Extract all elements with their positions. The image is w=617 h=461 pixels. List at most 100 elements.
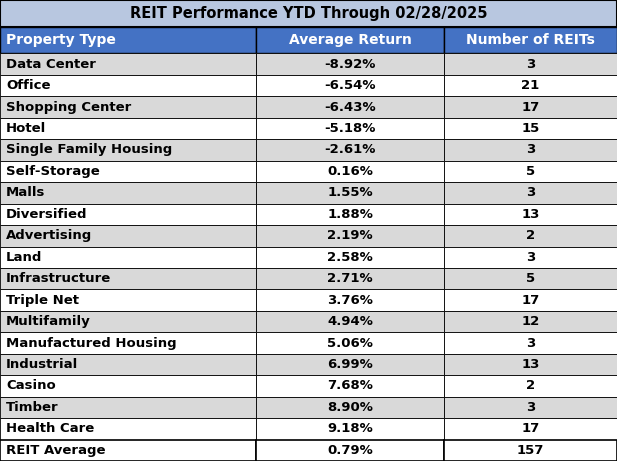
Bar: [256, 27, 444, 53]
Text: 13: 13: [521, 208, 540, 221]
Bar: [444, 53, 617, 75]
Text: -8.92%: -8.92%: [325, 58, 376, 71]
Text: 15: 15: [521, 122, 540, 135]
Text: 2: 2: [526, 379, 535, 392]
Bar: [0, 0, 617, 27]
Bar: [256, 96, 444, 118]
Text: Industrial: Industrial: [6, 358, 78, 371]
Bar: [0, 290, 256, 311]
Bar: [256, 375, 444, 396]
Bar: [256, 225, 444, 247]
Bar: [0, 75, 256, 96]
Bar: [0, 268, 256, 290]
Text: 9.18%: 9.18%: [327, 422, 373, 435]
Text: 6.99%: 6.99%: [327, 358, 373, 371]
Bar: [0, 354, 256, 375]
Text: Multifamily: Multifamily: [6, 315, 91, 328]
Text: Data Center: Data Center: [6, 58, 96, 71]
Bar: [444, 439, 617, 461]
Text: 0.16%: 0.16%: [327, 165, 373, 178]
Bar: [256, 161, 444, 182]
Text: 2.58%: 2.58%: [327, 251, 373, 264]
Text: Timber: Timber: [6, 401, 59, 414]
Bar: [0, 439, 256, 461]
Bar: [0, 118, 256, 139]
Text: 5: 5: [526, 272, 535, 285]
Text: Diversified: Diversified: [6, 208, 88, 221]
Text: 3: 3: [526, 401, 535, 414]
Bar: [256, 247, 444, 268]
Text: 3.76%: 3.76%: [327, 294, 373, 307]
Bar: [444, 247, 617, 268]
Bar: [444, 375, 617, 396]
Bar: [256, 311, 444, 332]
Bar: [444, 268, 617, 290]
Text: 2.19%: 2.19%: [328, 229, 373, 242]
Text: Advertising: Advertising: [6, 229, 93, 242]
Text: -6.43%: -6.43%: [325, 100, 376, 113]
Text: 3: 3: [526, 58, 535, 71]
Text: 4.94%: 4.94%: [327, 315, 373, 328]
Text: 12: 12: [521, 315, 540, 328]
Bar: [444, 418, 617, 439]
Bar: [0, 418, 256, 439]
Bar: [444, 161, 617, 182]
Text: 0.79%: 0.79%: [327, 444, 373, 457]
Text: -6.54%: -6.54%: [325, 79, 376, 92]
Text: Hotel: Hotel: [6, 122, 46, 135]
Bar: [256, 118, 444, 139]
Text: Health Care: Health Care: [6, 422, 94, 435]
Bar: [0, 375, 256, 396]
Text: 13: 13: [521, 358, 540, 371]
Text: 5.06%: 5.06%: [327, 337, 373, 349]
Bar: [256, 268, 444, 290]
Text: Casino: Casino: [6, 379, 56, 392]
Bar: [256, 75, 444, 96]
Bar: [0, 332, 256, 354]
Bar: [444, 225, 617, 247]
Bar: [0, 204, 256, 225]
Text: Average Return: Average Return: [289, 33, 412, 47]
Text: 3: 3: [526, 186, 535, 200]
Bar: [256, 182, 444, 204]
Bar: [256, 439, 444, 461]
Bar: [256, 354, 444, 375]
Text: 5: 5: [526, 165, 535, 178]
Text: 3: 3: [526, 251, 535, 264]
Text: Office: Office: [6, 79, 51, 92]
Text: 21: 21: [521, 79, 540, 92]
Text: Single Family Housing: Single Family Housing: [6, 143, 172, 156]
Bar: [0, 182, 256, 204]
Bar: [0, 311, 256, 332]
Text: Infrastructure: Infrastructure: [6, 272, 112, 285]
Text: Triple Net: Triple Net: [6, 294, 79, 307]
Text: 157: 157: [517, 444, 544, 457]
Text: 17: 17: [521, 294, 540, 307]
Text: 17: 17: [521, 422, 540, 435]
Bar: [0, 139, 256, 161]
Bar: [444, 396, 617, 418]
Bar: [444, 75, 617, 96]
Text: Property Type: Property Type: [6, 33, 116, 47]
Bar: [444, 290, 617, 311]
Bar: [0, 396, 256, 418]
Bar: [256, 53, 444, 75]
Bar: [256, 332, 444, 354]
Text: 8.90%: 8.90%: [327, 401, 373, 414]
Text: 1.55%: 1.55%: [328, 186, 373, 200]
Bar: [256, 290, 444, 311]
Bar: [0, 161, 256, 182]
Text: -2.61%: -2.61%: [325, 143, 376, 156]
Text: Self-Storage: Self-Storage: [6, 165, 100, 178]
Bar: [444, 27, 617, 53]
Text: Manufactured Housing: Manufactured Housing: [6, 337, 177, 349]
Bar: [0, 96, 256, 118]
Text: 1.88%: 1.88%: [327, 208, 373, 221]
Bar: [0, 225, 256, 247]
Bar: [0, 27, 256, 53]
Bar: [256, 396, 444, 418]
Bar: [444, 332, 617, 354]
Text: 17: 17: [521, 100, 540, 113]
Text: 3: 3: [526, 337, 535, 349]
Bar: [444, 354, 617, 375]
